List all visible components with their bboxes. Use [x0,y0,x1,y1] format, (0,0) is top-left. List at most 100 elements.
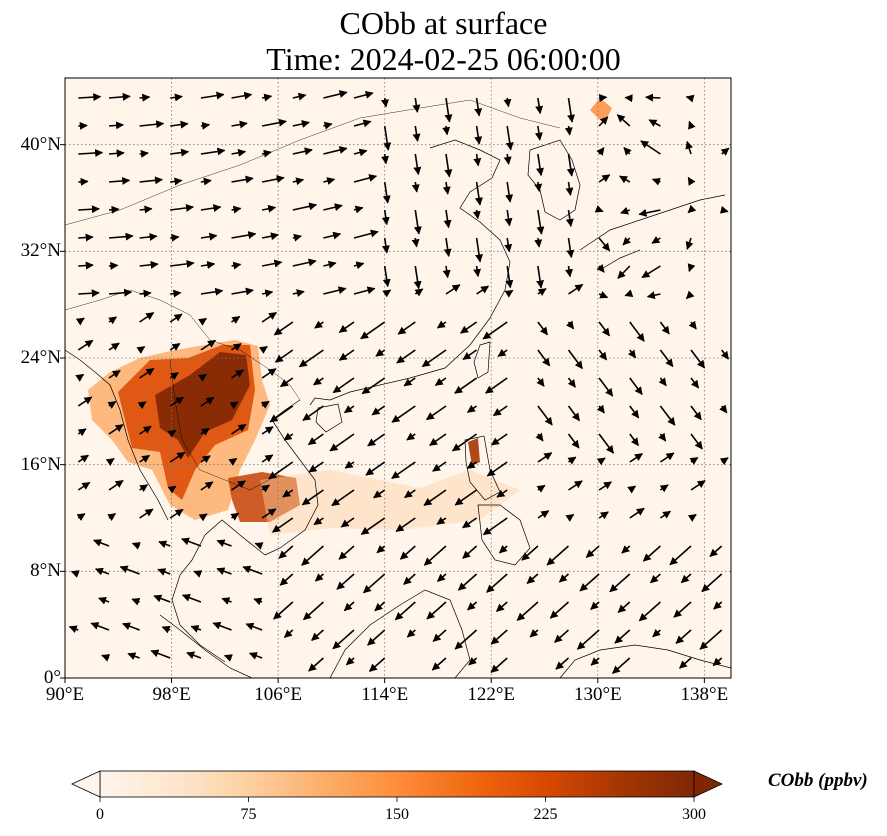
wind-arrow [431,657,447,671]
wind-arrow [406,629,416,638]
wind-arrow [496,489,508,498]
wind-arrow [139,484,149,493]
wind-arrow [534,237,543,248]
wind-arrow [261,426,274,435]
coastline-china-east [309,139,511,406]
wind-arrow [131,597,141,606]
wind-arrow [534,125,543,141]
wind-arrow [719,205,729,214]
wind-arrow [353,119,372,128]
wind-arrow [108,424,124,435]
wind-arrow [690,349,706,369]
wind-arrow [490,629,508,645]
wind-arrow [566,153,575,177]
wind-arrow [313,517,324,526]
wind-vector-layer [68,90,730,674]
wind-arrow [228,457,238,466]
wind-arrow [641,265,661,279]
wind-arrow [274,349,294,363]
wind-arrow [444,153,453,178]
wind-arrow [139,232,158,241]
wind-arrow [423,489,447,506]
wind-arrow [323,260,337,269]
wind-arrow [344,460,355,469]
wind-arrow [621,545,631,554]
wind-arrow [567,349,583,370]
wind-arrow [282,489,294,498]
wind-arrow [411,181,420,193]
wind-arrow [688,120,696,130]
wind-arrow [332,377,355,394]
wind-arrow [245,622,263,631]
wind-arrow [565,209,574,227]
wind-arrow [473,265,482,278]
wind-arrow [412,125,421,142]
wind-arrow [476,285,490,295]
wind-arrow [307,433,324,446]
wind-arrow [323,121,333,130]
wind-arrow [76,513,86,522]
wind-arrow [382,181,391,204]
wind-arrow [98,596,110,605]
wind-arrow [231,369,244,379]
wind-arrow [650,573,661,584]
wind-arrow [444,97,453,123]
wind-arrow [568,283,584,295]
wind-arrow [261,93,273,102]
wind-arrow [474,181,483,206]
wind-arrow [200,287,224,296]
wind-arrow [78,205,100,214]
wind-arrow [212,621,232,631]
wind-arrow [460,321,478,334]
wind-arrow [454,629,478,650]
wind-arrow [273,601,294,620]
wind-arrow [345,656,355,666]
wind-arrow [229,401,239,410]
wind-arrow [468,657,478,666]
wind-arrow [170,259,195,268]
wind-arrow [503,97,512,108]
wind-arrow [521,545,539,561]
border-indochina [169,359,273,491]
wind-arrow [292,120,310,128]
wind-arrow [261,232,279,241]
wind-arrow [645,93,661,102]
wind-arrow [596,457,606,466]
wind-arrow [598,174,611,183]
wind-arrow [701,573,723,593]
wind-arrow [292,202,318,211]
coastline-gulf-thailand [171,519,266,663]
wind-arrow [596,404,605,414]
colorbar [71,770,723,802]
wind-arrow [406,432,416,441]
wind-arrow [687,513,697,522]
wind-arrow [190,625,202,633]
wind-arrow [685,140,694,155]
wind-arrow [685,237,694,250]
wind-arrow [198,373,207,382]
wind-arrow [78,233,94,242]
wind-arrow [70,570,80,578]
wind-arrow [396,349,416,364]
wind-arrow [302,405,324,421]
wind-arrow [628,349,637,359]
coastline-borneo [329,589,471,678]
wind-arrow [360,517,386,535]
wind-arrow [254,542,264,550]
wind-arrow [690,377,700,389]
wind-arrow [719,404,728,414]
wind-arrow [381,237,390,254]
wind-arrow [108,149,125,158]
wind-arrow [568,480,583,491]
wind-arrow [108,205,120,214]
wind-arrow [139,149,149,158]
wind-arrow [403,573,416,585]
wind-arrow [627,485,637,494]
wind-arrow [436,320,447,329]
wind-arrow [617,265,631,279]
wind-arrow [269,405,294,423]
wind-arrow [200,121,211,130]
wind-arrow [78,177,89,186]
wind-arrow [442,125,451,136]
wind-arrow [403,377,416,387]
